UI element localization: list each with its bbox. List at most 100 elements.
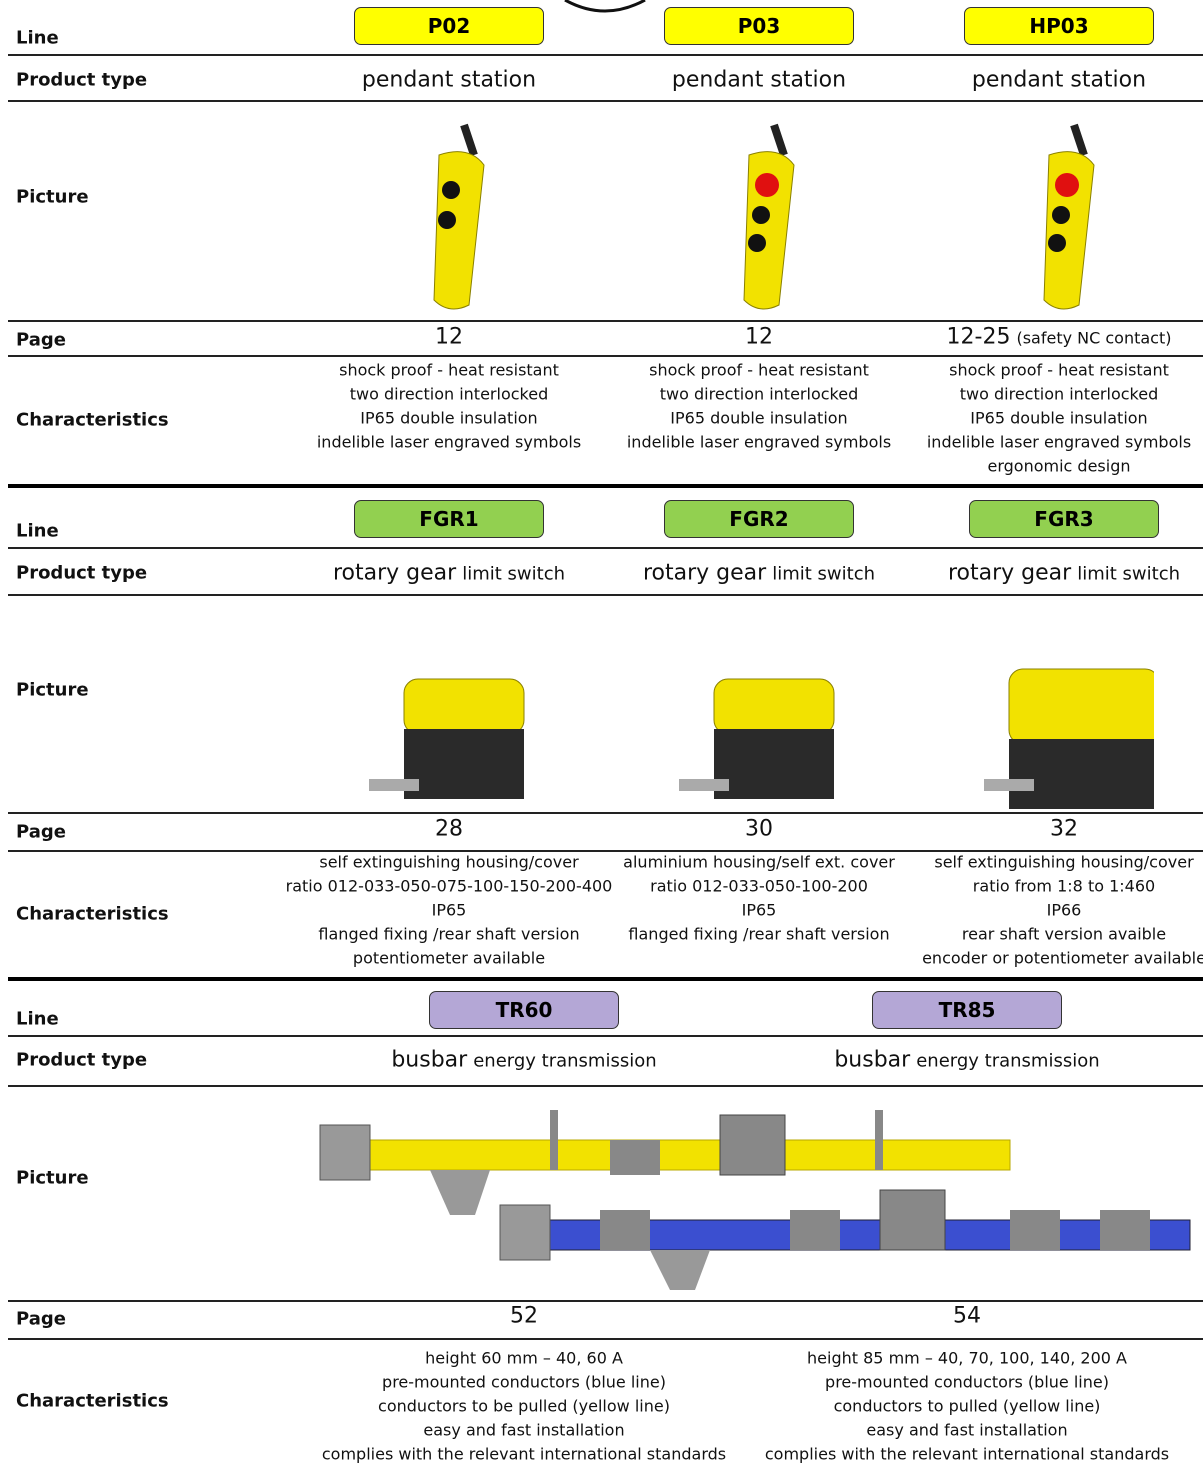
logo-fragment [564, 0, 646, 13]
row-rule [8, 594, 1203, 596]
characteristic: IP65 double insulation [970, 408, 1148, 428]
page-part: 12-25 [946, 324, 1011, 350]
line-badge: HP03 [964, 7, 1154, 45]
characteristic: easy and fast installation [866, 1420, 1068, 1440]
product-type: pendant station [672, 68, 846, 93]
characteristic: two direction interlocked [959, 384, 1159, 404]
characteristic: height 85 mm – 40, 70, 100, 140, 200 A [807, 1348, 1127, 1368]
product-type-part: rotary gear [948, 560, 1072, 586]
product-type: rotary gear limit switch [948, 561, 1180, 586]
line-badge: TR85 [872, 991, 1062, 1029]
product-type-part: busbar [834, 1047, 911, 1073]
row-label: Page [16, 329, 66, 351]
line-badge: TR60 [429, 991, 619, 1029]
product-picture [679, 678, 835, 799]
characteristic: complies with the relevant international… [764, 1444, 1170, 1464]
characteristic: conductors to pulled (yellow line) [833, 1396, 1101, 1416]
product-type: pendant station [362, 68, 536, 93]
characteristic: shock proof - heat resistant [339, 360, 559, 380]
product-type-part: energy transmission [473, 1050, 657, 1072]
characteristic: ratio 012-033-050-075-100-150-200-400 [285, 876, 613, 896]
row-rule [8, 1338, 1203, 1340]
row-label: Picture [16, 1167, 89, 1189]
characteristic: conductors to be pulled (yellow line) [378, 1396, 670, 1416]
page-part: (safety NC contact) [1016, 328, 1172, 348]
row-rule [8, 54, 1203, 56]
characteristic: potentiometer available [352, 948, 546, 968]
product-type: busbar energy transmission [834, 1048, 1099, 1073]
characteristic: IP65 double insulation [670, 408, 848, 428]
characteristic: rear shaft version avaible [961, 924, 1167, 944]
product-type-part: busbar [391, 1047, 468, 1073]
product-type: busbar energy transmission [391, 1048, 656, 1073]
product-type-part: limit switch [1077, 563, 1180, 585]
characteristic: flanged fixing /rear shaft version [318, 924, 580, 944]
characteristic: self extinguishing housing/cover [319, 852, 579, 872]
line-badge: P02 [354, 7, 544, 45]
characteristic: indelible laser engraved symbols [316, 432, 582, 452]
characteristic: shock proof - heat resistant [949, 360, 1169, 380]
characteristic: IP65 double insulation [360, 408, 538, 428]
product-type: pendant station [972, 68, 1146, 93]
row-rule [8, 355, 1203, 357]
line-badge: FGR2 [664, 500, 854, 538]
characteristic: flanged fixing /rear shaft version [628, 924, 890, 944]
row-label: Product type [16, 562, 148, 584]
row-label: Line [16, 520, 59, 542]
row-label: Product type [16, 1049, 148, 1071]
page: 30 [745, 817, 773, 842]
page: 52 [510, 1304, 538, 1329]
product-picture [984, 668, 1154, 809]
line-badge: FGR1 [354, 500, 544, 538]
row-label: Picture [16, 186, 89, 208]
row-label: Product type [16, 69, 148, 91]
row-label: Picture [16, 679, 89, 701]
product-picture [369, 678, 525, 799]
row-label: Page [16, 1308, 66, 1330]
row-label: Characteristics [16, 1390, 169, 1412]
characteristic: shock proof - heat resistant [649, 360, 869, 380]
characteristic: ratio 012-033-050-100-200 [650, 876, 868, 896]
row-rule [8, 812, 1203, 814]
product-type-part: limit switch [462, 563, 565, 585]
row-rule [8, 850, 1203, 852]
page-part: 30 [745, 816, 773, 842]
characteristic: pre-mounted conductors (blue line) [382, 1372, 666, 1392]
row-rule [8, 1085, 1203, 1087]
product-picture [743, 123, 795, 310]
characteristic: IP65 [431, 900, 467, 920]
page-part: 12 [745, 324, 773, 350]
product-type: rotary gear limit switch [643, 561, 875, 586]
page: 12-25 (safety NC contact) [947, 325, 1172, 350]
product-type-part: rotary gear [333, 560, 457, 586]
row-label: Line [16, 1008, 59, 1030]
product-type-part: rotary gear [643, 560, 767, 586]
row-rule [8, 100, 1203, 102]
product-type-part: pendant station [361, 67, 537, 93]
row-label: Characteristics [16, 903, 169, 924]
characteristic: two direction interlocked [349, 384, 549, 404]
characteristic: two direction interlocked [659, 384, 859, 404]
characteristic: IP65 [741, 900, 777, 920]
page: 12 [745, 325, 773, 350]
product-type-part: pendant station [671, 67, 847, 93]
characteristic: indelible laser engraved symbols [626, 432, 892, 452]
characteristic: ergonomic design [987, 456, 1131, 476]
row-label: Line [16, 27, 59, 49]
row-rule [8, 320, 1203, 322]
characteristic: self extinguishing housing/cover [934, 852, 1194, 872]
row-rule [8, 1035, 1203, 1037]
product-picture [433, 123, 485, 310]
product-picture [319, 1110, 1191, 1290]
page: 12 [435, 325, 463, 350]
product-type-part: energy transmission [916, 1050, 1100, 1072]
section-rule [8, 484, 1203, 488]
page-part: 12 [435, 324, 463, 350]
row-label: Page [16, 821, 66, 843]
row-label: Characteristics [16, 409, 169, 430]
characteristic: height 60 mm – 40, 60 A [425, 1348, 623, 1368]
characteristic: IP66 [1046, 900, 1082, 920]
page-part: 32 [1050, 816, 1078, 842]
product-type-part: limit switch [772, 563, 875, 585]
